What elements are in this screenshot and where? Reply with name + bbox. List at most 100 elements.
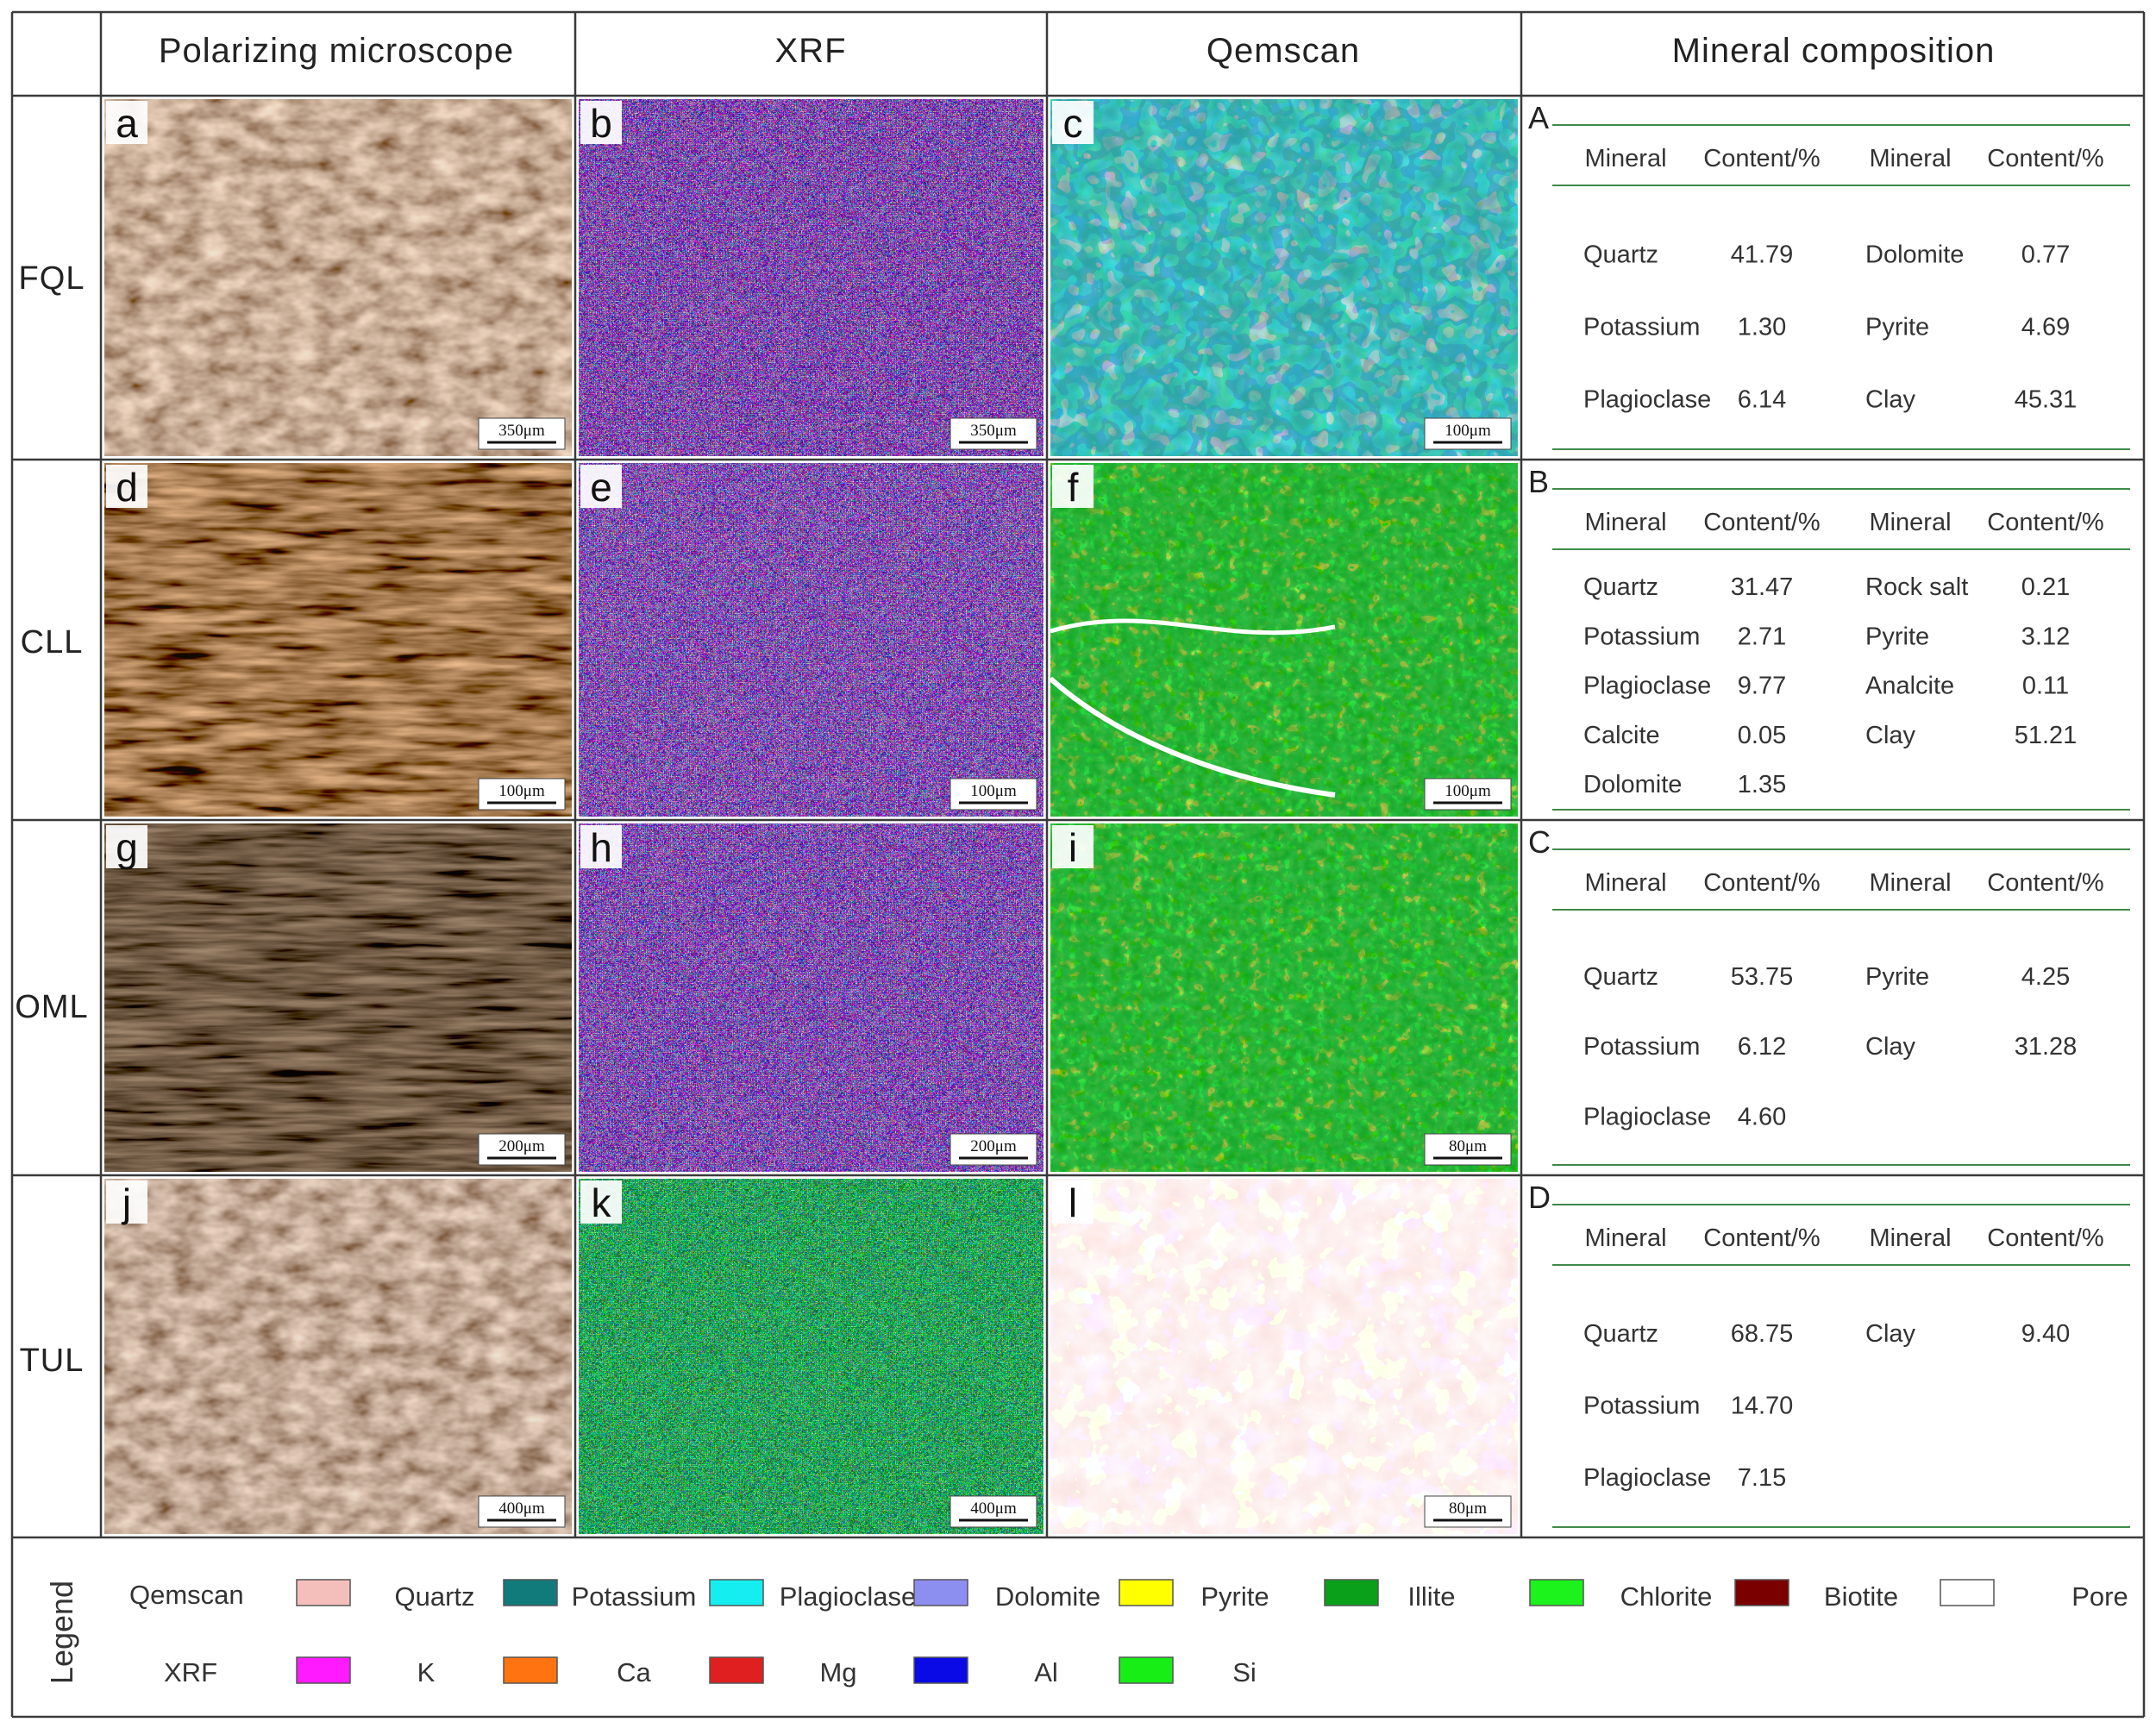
panel-letter: c [1063,101,1083,146]
table-mineral-cell: Pyrite [1865,623,1929,650]
table-content-cell: 6.14 [1738,385,1786,413]
scale-bar-box [1424,417,1512,450]
panel-d: d 100μm [104,463,572,817]
panel-letter: b [590,101,612,146]
legend-swatch-chlorite [1529,1579,1584,1606]
panel-letter-background [1052,1180,1094,1224]
panel-letter-background [580,825,622,868]
legend-swatch-ca [503,1656,558,1684]
table-header-cell: Content/% [1703,1224,1820,1252]
legend-label-dolomite: Dolomite [995,1581,1100,1612]
table-content-cell: 2.71 [1738,623,1786,650]
legend-label-plagioclase: Plagioclase [780,1581,917,1612]
panel-letter-background [580,1180,622,1224]
scale-bar-label: 350μm [498,422,545,440]
table-header-cell: Mineral [1584,1224,1666,1252]
table-mineral-cell: Clay [1865,1033,1916,1061]
panel-letter-background [1052,465,1094,508]
table-header-cell: Mineral [1584,509,1666,536]
table-header-cell: Content/% [1987,1224,2103,1252]
legend-xrf-label: XRF [164,1657,217,1687]
row-label-cll: CLL [21,624,84,661]
scale-bar-label: 100μm [970,782,1017,800]
panel-e-image [579,463,1044,817]
panel-letter-background [580,465,622,508]
panel-letter-background [106,825,147,868]
panel-letter: k [592,1180,612,1225]
panel-k: k 400μm [579,1179,1044,1534]
panel-f-fracture [1050,618,1336,635]
table-mineral-cell: Dolomite [1865,241,1964,269]
scale-bar-label: 200μm [498,1137,545,1155]
table-mineral-cell: Plagioclase [1583,385,1711,413]
table-letter: A [1528,100,1549,135]
table-content-cell: 1.30 [1738,314,1786,341]
legend-label-k: K [417,1657,436,1687]
panel-l-image [1050,1179,1518,1534]
image-panels: a 350μm b 350μm c 100μm d 100μm e 100μm f 100μm g 200… [104,99,1518,1534]
table-letter: C [1528,824,1551,860]
panel-e: e 100μm [579,463,1044,817]
scale-bar-box [1424,1495,1512,1528]
table-content-cell: 1.35 [1738,771,1786,798]
row-labels: FQL CLL OML TUL [15,260,87,1379]
table-content-cell: 9.40 [2021,1320,2070,1348]
legend-swatch-dolomite [913,1579,968,1606]
scale-bar-box [478,1133,566,1166]
legend-label-si: Si [1232,1657,1257,1687]
table-mineral-cell: Pyrite [1865,963,1929,991]
table-content-cell: 41.79 [1731,241,1794,269]
legend-swatch-plagioclase [709,1579,764,1606]
panel-l: l 80μm [1050,1179,1518,1534]
panel-a: a 350μm [104,99,572,456]
table-A: A Mineral Content/% Mineral Content/% Quartz 4… [1528,100,2130,450]
table-mineral-cell: Plagioclase [1583,673,1711,700]
table-content-cell: 6.12 [1738,1033,1786,1061]
legend-qemscan-label: Qemscan [129,1580,244,1610]
table-content-cell: 45.31 [2015,385,2078,413]
header-polarizing-microscope: Polarizing microscope [159,32,514,70]
table-header-cell: Mineral [1869,1224,1951,1252]
panel-f: f 100μm [1049,463,1518,817]
legend-title: Legend [44,1581,79,1684]
panel-b: b 350μm [579,99,1044,456]
panel-h: h 200μm [579,823,1044,1172]
panel-letter-background [580,101,622,144]
table-header-cell: Content/% [1703,509,1820,536]
legend-swatch-illite [1324,1579,1379,1606]
table-C: C Mineral Content/% Mineral Content/% Quartz 5… [1528,824,2130,1166]
panel-g: g 200μm [104,823,572,1172]
scale-bar-box [478,778,566,811]
legend-label-quartz: Quartz [394,1581,474,1612]
panel-letter-background [1052,825,1094,868]
legend-swatch-biotite [1734,1579,1789,1606]
panel-i-image [1050,823,1518,1172]
table-mineral-cell: Potassium [1583,1393,1700,1420]
panel-f-fracture [1049,676,1336,798]
panel-a-image [104,99,572,456]
table-content-cell: 0.77 [2021,241,2070,269]
legend-label-chlorite: Chlorite [1620,1581,1713,1612]
legend-swatch-pyrite [1119,1579,1174,1606]
table-content-cell: 4.25 [2021,963,2070,991]
table-header-cell: Content/% [1987,145,2103,172]
scale-bar-label: 100μm [498,782,545,800]
legend-swatch-al [913,1656,968,1684]
table-content-cell: 4.69 [2021,314,2070,341]
table-content-cell: 7.15 [1738,1464,1786,1492]
row-label-fql: FQL [19,260,85,297]
scale-bar-box [478,417,566,450]
figure-grid [10,10,2146,1719]
legend-swatch-potassium [503,1579,558,1606]
scale-bar-label: 400μm [970,1499,1017,1518]
scale-bar-box [950,1133,1037,1166]
table-content-cell: 3.12 [2021,623,2070,650]
table-mineral-cell: Potassium [1583,1033,1700,1061]
legend-label-al: Al [1034,1657,1058,1687]
panel-c: c 100μm [1050,99,1518,456]
table-header-cell: Content/% [1987,869,2103,897]
scale-bar-label: 80μm [1449,1137,1487,1155]
scale-bar-label: 400μm [498,1499,545,1518]
legend-label-potassium: Potassium [572,1581,697,1612]
